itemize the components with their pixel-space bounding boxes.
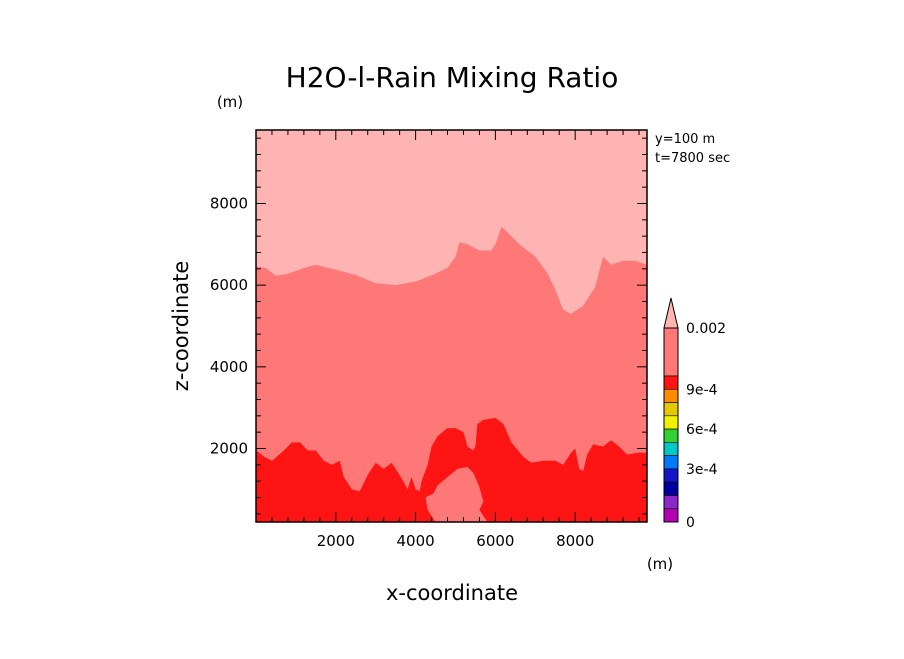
colorbar-extend-triangle bbox=[663, 297, 679, 329]
contour-plot-area bbox=[256, 130, 647, 522]
colorbar-segment bbox=[663, 402, 679, 417]
y-tick-label: 4000 bbox=[210, 358, 248, 376]
colorbar: 0.002 9e-4 6e-4 3e-4 0 bbox=[663, 297, 726, 531]
x-axis-label: x-coordinate bbox=[386, 581, 518, 605]
colorbar-segment bbox=[663, 508, 679, 523]
colorbar-label: 0 bbox=[686, 515, 695, 531]
x-tick-label: 6000 bbox=[476, 532, 514, 550]
colorbar-segment bbox=[663, 415, 679, 430]
colorbar-label: 6e-4 bbox=[686, 422, 718, 438]
colorbar-segment bbox=[663, 442, 679, 456]
chart-title: H2O-l-Rain Mixing Ratio bbox=[286, 61, 619, 94]
colorbar-segment bbox=[663, 455, 679, 470]
colorbar-segment bbox=[663, 495, 679, 510]
x-tick-label: 2000 bbox=[317, 532, 355, 550]
annotation-t: t=7800 sec bbox=[655, 151, 730, 166]
colorbar-segment bbox=[663, 481, 679, 496]
y-unit-label: (m) bbox=[217, 93, 243, 111]
y-tick-label: 6000 bbox=[210, 276, 248, 294]
y-axis-label: z-coordinate bbox=[169, 261, 193, 392]
colorbar-segment bbox=[663, 327, 679, 377]
annotation-y: y=100 m bbox=[655, 132, 715, 147]
contour-band-bottom bbox=[256, 417, 647, 522]
colorbar-segment bbox=[663, 388, 679, 403]
colorbar-segment bbox=[663, 468, 679, 483]
plot-frame bbox=[255, 129, 648, 523]
colorbar-segment bbox=[663, 375, 679, 390]
colorbar-label: 3e-4 bbox=[686, 462, 718, 478]
x-tick-label: 8000 bbox=[556, 532, 594, 550]
y-tick-label: 8000 bbox=[210, 195, 248, 213]
colorbar-label: 9e-4 bbox=[686, 382, 718, 398]
x-tick-label: 4000 bbox=[396, 532, 434, 550]
plot-axes: 2000 4000 6000 8000 2000 4000 6000 8000 bbox=[210, 129, 648, 550]
x-unit-label: (m) bbox=[647, 555, 673, 573]
colorbar-frame bbox=[663, 327, 679, 523]
colorbar-segment bbox=[663, 428, 679, 443]
contour-band-mid-pocket bbox=[425, 466, 488, 522]
contour-band-top bbox=[256, 130, 647, 314]
colorbar-label: 0.002 bbox=[686, 321, 726, 337]
y-tick-label: 2000 bbox=[210, 440, 248, 458]
